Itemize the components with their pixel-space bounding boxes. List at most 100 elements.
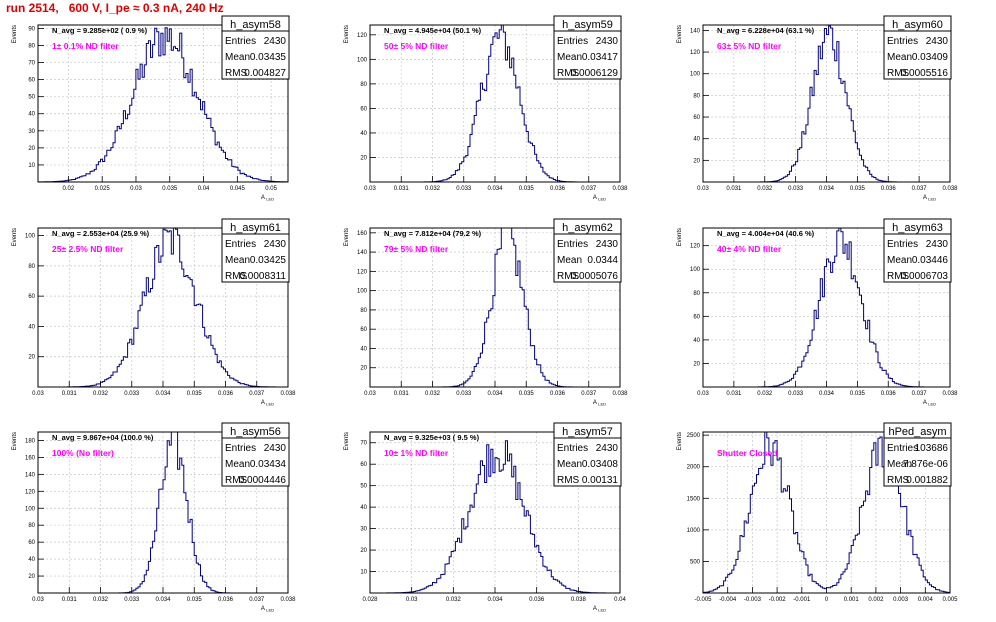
x-tick-label: 0.033	[456, 391, 472, 397]
x-tick-label: 0.037	[581, 186, 597, 192]
x-tick-label: 0.031	[726, 186, 742, 192]
stats-title: h_asym56	[230, 426, 281, 438]
y-tick-label: 80	[360, 82, 367, 88]
stats-mean-value: 0.03434	[250, 459, 287, 470]
stats-box	[553, 15, 622, 80]
x-tick-label: 0.035	[187, 597, 203, 603]
stats-mean-value: 0.03435	[250, 52, 287, 63]
stats-rms-label: RMS	[557, 68, 580, 79]
y-tick-label: 120	[25, 489, 36, 495]
x-tick-label: 0.03	[130, 186, 142, 192]
y-tick-label: 60	[693, 115, 700, 121]
y-tick-label: 40	[360, 505, 367, 511]
histogram-panel-hPed_asym: -0.005 -0.004 -0.003 -0.002 -0.001 0 0.001 0.00…	[677, 422, 958, 603]
y-tick-label: 60	[28, 78, 35, 84]
stats-title: h_asym61	[230, 222, 281, 234]
x-tick-label: 0.04	[198, 186, 210, 192]
y-tick-label: 160	[357, 231, 368, 237]
histogram-line	[38, 227, 288, 388]
filter-label: 40± 4% ND filter	[717, 244, 782, 254]
stats-box	[221, 15, 290, 80]
stats-entries-label: Entries	[225, 443, 256, 454]
stats-mean-label: Mean	[887, 52, 912, 63]
x-tick-label: 0.03	[364, 186, 376, 192]
stats-mean-label: Mean	[225, 255, 250, 266]
x-tick-label: 0.033	[124, 391, 140, 397]
x-tick-label: 0.038	[612, 391, 628, 397]
y-axis-label: Events	[344, 228, 350, 246]
x-tick-label: 0.05	[265, 186, 277, 192]
y-tick-label: 50	[360, 484, 367, 490]
stats-title: hPed_asym	[888, 426, 946, 438]
y-tick-label: 80	[28, 43, 35, 49]
stats-entries-value: 103686	[915, 443, 949, 454]
x-tick-label: 0.038	[942, 391, 958, 397]
stats-entries-label: Entries	[887, 443, 918, 454]
y-tick-label: 30	[28, 129, 35, 135]
y-tick-label: 100	[690, 72, 701, 78]
x-tick-label: 0.002	[868, 597, 884, 603]
stats-entries-value: 2430	[264, 443, 287, 454]
histogram-panel-h_asym60: 0.03 0.031 0.032 0.033 0.034 0.035 0.036 0.037 0…	[677, 15, 958, 202]
navg-label: N_avg = 9.325e+03 ( 9.5 %)	[384, 433, 480, 442]
y-tick-label: 10	[360, 570, 367, 576]
x-tick-label: 0.03	[32, 597, 44, 603]
x-tick-label: 0.031	[62, 391, 78, 397]
y-tick-label: 100	[690, 267, 701, 273]
stats-title: h_asym58	[230, 19, 281, 31]
stats-entries-label: Entries	[887, 36, 918, 47]
y-axis-label: Events	[12, 432, 18, 450]
y-tick-label: 140	[357, 250, 368, 256]
stats-title: h_asym63	[892, 222, 943, 234]
y-tick-label: 60	[360, 106, 367, 112]
x-axis-label: A LED	[261, 606, 274, 613]
y-tick-label: 60	[360, 327, 367, 333]
y-tick-label: 80	[360, 308, 367, 314]
y-tick-label: 180	[25, 438, 36, 444]
y-tick-label: 90	[28, 26, 35, 32]
filter-label: 10± 1% ND filter	[384, 448, 449, 458]
x-axis-label: A LED	[593, 400, 606, 407]
x-tick-label: 0.03	[697, 391, 709, 397]
navg-label: N_avg = 7.812e+04 (79.2 %)	[384, 229, 482, 238]
x-tick-label: 0.034	[487, 391, 503, 397]
y-tick-label: 40	[360, 131, 367, 137]
x-tick-label: 0.038	[280, 391, 296, 397]
y-tick-label: 120	[690, 244, 701, 250]
stats-mean-label: Mean	[887, 255, 912, 266]
x-tick-label: 0.034	[155, 597, 171, 603]
stats-rms-value: 0.0005516	[901, 68, 949, 79]
x-tick-label: 0.038	[280, 597, 296, 603]
x-tick-label: 0.031	[726, 391, 742, 397]
histogram-line	[37, 27, 289, 183]
stats-entries-value: 2430	[926, 36, 949, 47]
x-tick-label: -0.004	[719, 597, 737, 603]
x-tick-label: 0.033	[124, 597, 140, 603]
x-tick-label: 0.028	[362, 597, 378, 603]
y-tick-label: 60	[28, 294, 35, 300]
stats-rms-label: RMS	[225, 271, 248, 282]
histogram-panel-h_asym63: 0.03 0.031 0.032 0.033 0.034 0.035 0.036 0.037 0…	[677, 218, 958, 407]
x-tick-label: 0.03	[406, 597, 418, 603]
y-tick-label: 70	[360, 441, 367, 447]
x-tick-label: 0.032	[425, 391, 441, 397]
stats-entries-value: 2430	[264, 36, 287, 47]
navg-label: N_avg = 4.945e+04 (50.1 %)	[384, 26, 482, 35]
x-tick-label: 0.031	[62, 597, 78, 603]
stats-rms-value: 0.0004446	[239, 475, 287, 486]
y-axis-label: Events	[677, 228, 683, 246]
x-tick-label: 0.031	[394, 186, 410, 192]
stats-title: h_asym60	[892, 19, 943, 31]
x-tick-label: 0.034	[487, 597, 503, 603]
x-tick-label: 0.034	[487, 186, 503, 192]
stats-title: h_asym57	[562, 426, 613, 438]
y-tick-label: 20	[693, 361, 700, 367]
x-axis-label: A LED	[593, 195, 606, 202]
stats-rms-value: 0.0006703	[901, 271, 949, 282]
y-tick-label: 20	[28, 146, 35, 152]
stats-entries-label: Entries	[557, 239, 588, 250]
y-tick-label: 20	[28, 355, 35, 361]
y-tick-label: 1000	[687, 528, 701, 534]
y-tick-label: 40	[28, 324, 35, 330]
